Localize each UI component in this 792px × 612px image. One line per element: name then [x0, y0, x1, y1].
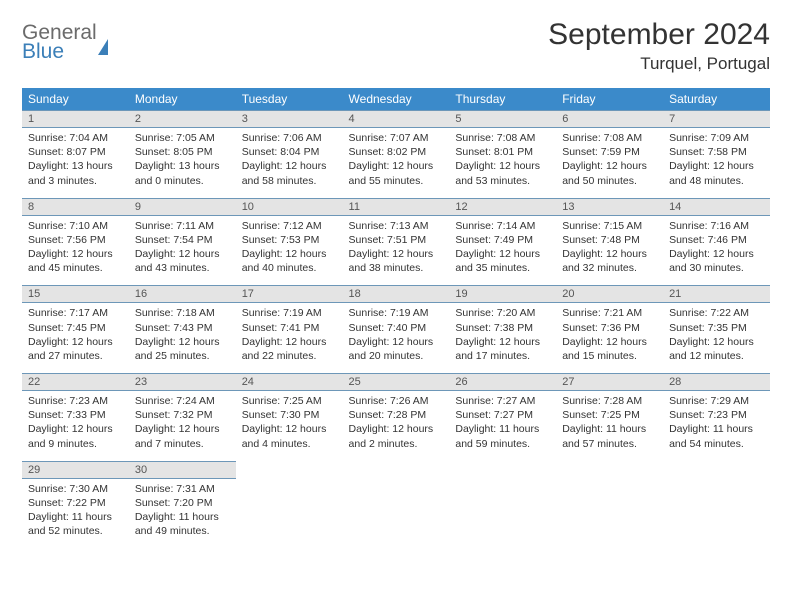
day-header: Wednesday	[343, 88, 450, 111]
day-detail-cell: Sunrise: 7:28 AMSunset: 7:25 PMDaylight:…	[556, 391, 663, 462]
location: Turquel, Portugal	[548, 54, 770, 74]
day-number-cell: 8	[22, 198, 129, 215]
day-detail-cell: Sunrise: 7:08 AMSunset: 7:59 PMDaylight:…	[556, 128, 663, 199]
daynum-row: 22232425262728	[22, 374, 770, 391]
day-detail-cell: Sunrise: 7:21 AMSunset: 7:36 PMDaylight:…	[556, 303, 663, 374]
day-detail-cell	[556, 478, 663, 548]
day-number-cell	[449, 461, 556, 478]
day-detail-cell: Sunrise: 7:07 AMSunset: 8:02 PMDaylight:…	[343, 128, 450, 199]
day-number-cell	[236, 461, 343, 478]
logo: General Blue	[22, 18, 108, 62]
day-detail-cell: Sunrise: 7:06 AMSunset: 8:04 PMDaylight:…	[236, 128, 343, 199]
day-detail-cell: Sunrise: 7:11 AMSunset: 7:54 PMDaylight:…	[129, 215, 236, 286]
day-header: Sunday	[22, 88, 129, 111]
day-number-cell: 24	[236, 374, 343, 391]
day-number-cell: 27	[556, 374, 663, 391]
detail-row: Sunrise: 7:23 AMSunset: 7:33 PMDaylight:…	[22, 391, 770, 462]
day-detail-cell: Sunrise: 7:13 AMSunset: 7:51 PMDaylight:…	[343, 215, 450, 286]
logo-line2: Blue	[22, 40, 64, 63]
day-detail-cell: Sunrise: 7:23 AMSunset: 7:33 PMDaylight:…	[22, 391, 129, 462]
day-header: Monday	[129, 88, 236, 111]
day-number-cell: 9	[129, 198, 236, 215]
day-number-cell: 16	[129, 286, 236, 303]
day-number-cell: 7	[663, 111, 770, 128]
day-detail-cell	[449, 478, 556, 548]
day-header: Saturday	[663, 88, 770, 111]
day-detail-cell	[236, 478, 343, 548]
day-detail-cell: Sunrise: 7:19 AMSunset: 7:41 PMDaylight:…	[236, 303, 343, 374]
day-number-cell: 3	[236, 111, 343, 128]
day-detail-cell: Sunrise: 7:24 AMSunset: 7:32 PMDaylight:…	[129, 391, 236, 462]
day-detail-cell: Sunrise: 7:31 AMSunset: 7:20 PMDaylight:…	[129, 478, 236, 548]
logo-triangle-icon	[98, 16, 108, 55]
logo-text: General Blue	[22, 24, 108, 62]
day-number-cell: 19	[449, 286, 556, 303]
day-detail-cell: Sunrise: 7:25 AMSunset: 7:30 PMDaylight:…	[236, 391, 343, 462]
day-detail-cell: Sunrise: 7:08 AMSunset: 8:01 PMDaylight:…	[449, 128, 556, 199]
header: General Blue September 2024 Turquel, Por…	[22, 18, 770, 74]
daynum-row: 891011121314	[22, 198, 770, 215]
day-number-cell: 10	[236, 198, 343, 215]
day-detail-cell: Sunrise: 7:29 AMSunset: 7:23 PMDaylight:…	[663, 391, 770, 462]
day-number-cell: 28	[663, 374, 770, 391]
day-number-cell: 21	[663, 286, 770, 303]
day-detail-cell	[343, 478, 450, 548]
day-detail-cell: Sunrise: 7:16 AMSunset: 7:46 PMDaylight:…	[663, 215, 770, 286]
detail-row: Sunrise: 7:04 AMSunset: 8:07 PMDaylight:…	[22, 128, 770, 199]
day-detail-cell: Sunrise: 7:19 AMSunset: 7:40 PMDaylight:…	[343, 303, 450, 374]
day-number-cell: 11	[343, 198, 450, 215]
day-header-row: Sunday Monday Tuesday Wednesday Thursday…	[22, 88, 770, 111]
daynum-row: 15161718192021	[22, 286, 770, 303]
daynum-row: 1234567	[22, 111, 770, 128]
day-number-cell: 13	[556, 198, 663, 215]
day-detail-cell: Sunrise: 7:30 AMSunset: 7:22 PMDaylight:…	[22, 478, 129, 548]
detail-row: Sunrise: 7:17 AMSunset: 7:45 PMDaylight:…	[22, 303, 770, 374]
day-detail-cell: Sunrise: 7:27 AMSunset: 7:27 PMDaylight:…	[449, 391, 556, 462]
day-number-cell: 25	[343, 374, 450, 391]
day-number-cell: 18	[343, 286, 450, 303]
day-number-cell: 20	[556, 286, 663, 303]
detail-row: Sunrise: 7:10 AMSunset: 7:56 PMDaylight:…	[22, 215, 770, 286]
day-detail-cell: Sunrise: 7:10 AMSunset: 7:56 PMDaylight:…	[22, 215, 129, 286]
day-detail-cell: Sunrise: 7:26 AMSunset: 7:28 PMDaylight:…	[343, 391, 450, 462]
day-number-cell: 15	[22, 286, 129, 303]
month-title: September 2024	[548, 18, 770, 52]
title-block: September 2024 Turquel, Portugal	[548, 18, 770, 74]
day-detail-cell: Sunrise: 7:17 AMSunset: 7:45 PMDaylight:…	[22, 303, 129, 374]
day-number-cell: 30	[129, 461, 236, 478]
day-header: Friday	[556, 88, 663, 111]
detail-row: Sunrise: 7:30 AMSunset: 7:22 PMDaylight:…	[22, 478, 770, 548]
day-number-cell: 23	[129, 374, 236, 391]
day-number-cell	[663, 461, 770, 478]
day-detail-cell: Sunrise: 7:18 AMSunset: 7:43 PMDaylight:…	[129, 303, 236, 374]
day-detail-cell: Sunrise: 7:04 AMSunset: 8:07 PMDaylight:…	[22, 128, 129, 199]
day-number-cell: 14	[663, 198, 770, 215]
calendar-table: Sunday Monday Tuesday Wednesday Thursday…	[22, 88, 770, 548]
day-detail-cell	[663, 478, 770, 548]
day-detail-cell: Sunrise: 7:12 AMSunset: 7:53 PMDaylight:…	[236, 215, 343, 286]
day-header: Tuesday	[236, 88, 343, 111]
day-header: Thursday	[449, 88, 556, 111]
day-detail-cell: Sunrise: 7:09 AMSunset: 7:58 PMDaylight:…	[663, 128, 770, 199]
day-number-cell: 26	[449, 374, 556, 391]
day-number-cell: 4	[343, 111, 450, 128]
day-number-cell: 1	[22, 111, 129, 128]
day-number-cell: 22	[22, 374, 129, 391]
day-number-cell: 2	[129, 111, 236, 128]
day-detail-cell: Sunrise: 7:05 AMSunset: 8:05 PMDaylight:…	[129, 128, 236, 199]
daynum-row: 2930	[22, 461, 770, 478]
day-detail-cell: Sunrise: 7:20 AMSunset: 7:38 PMDaylight:…	[449, 303, 556, 374]
day-number-cell: 6	[556, 111, 663, 128]
day-number-cell: 12	[449, 198, 556, 215]
day-number-cell: 17	[236, 286, 343, 303]
day-detail-cell: Sunrise: 7:15 AMSunset: 7:48 PMDaylight:…	[556, 215, 663, 286]
day-detail-cell: Sunrise: 7:22 AMSunset: 7:35 PMDaylight:…	[663, 303, 770, 374]
day-number-cell	[343, 461, 450, 478]
day-number-cell: 29	[22, 461, 129, 478]
day-number-cell: 5	[449, 111, 556, 128]
day-detail-cell: Sunrise: 7:14 AMSunset: 7:49 PMDaylight:…	[449, 215, 556, 286]
day-number-cell	[556, 461, 663, 478]
